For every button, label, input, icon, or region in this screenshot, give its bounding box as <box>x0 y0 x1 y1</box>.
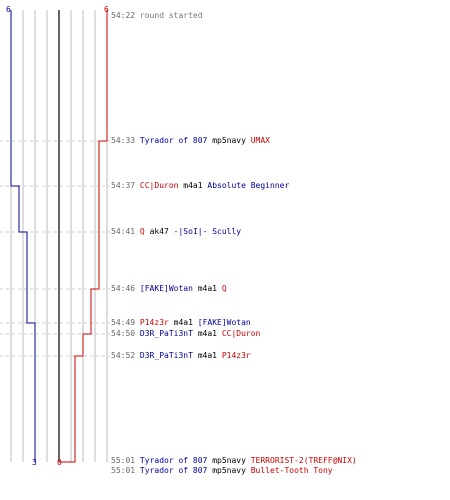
blue-team-alive-line <box>10 10 36 462</box>
weapon-name: ak47 <box>149 227 169 236</box>
victim-name: -|SoI|- Scully <box>173 227 242 236</box>
event-guide-lines <box>0 140 110 357</box>
event-time: 54:46 <box>111 284 136 293</box>
kill-event: 54:33 Tyrador of 807 mp5navy UMAX <box>111 136 270 146</box>
kill-event: 54:46 [FAKE]Wotan m4a1 Q <box>111 284 227 294</box>
blue-end-count: 3 <box>32 458 37 467</box>
kill-event: 55:01 Tyrador of 807 mp5navy TERRORIST-2… <box>111 456 357 466</box>
weapon-name: m4a1 <box>197 351 217 360</box>
event-time: 54:52 <box>111 351 136 360</box>
kill-event: 54:52 D3R_PaTi3nT m4a1 P14z3r <box>111 351 251 361</box>
event-time: 54:33 <box>111 136 136 145</box>
kill-event: 54:49 P14z3r m4a1 [FAKE]Wotan <box>111 318 251 328</box>
victim-name: Bullet-Tooth Tony <box>250 466 333 475</box>
killer-name: D3R_PaTi3nT <box>139 329 193 338</box>
victim-name: P14z3r <box>221 351 251 360</box>
killer-name: P14z3r <box>139 318 169 327</box>
victim-name: Absolute Beginner <box>207 181 290 190</box>
event-time: 55:01 <box>111 466 136 475</box>
killer-name: Tyrador of 807 <box>139 466 208 475</box>
weapon-name: mp5navy <box>212 136 246 145</box>
player-grid-lines <box>10 10 108 462</box>
red-start-count: 6 <box>104 5 109 14</box>
killer-name: CC|Duron <box>139 181 179 190</box>
kill-event: 54:37 CC|Duron m4a1 Absolute Beginner <box>111 181 289 191</box>
event-description: round started <box>139 11 203 20</box>
victim-name: [FAKE]Wotan <box>197 318 251 327</box>
victim-name: Q <box>221 284 227 293</box>
kill-event: 55:01 Tyrador of 807 mp5navy Bullet-Toot… <box>111 466 333 476</box>
red-end-count: 0 <box>57 458 62 467</box>
killer-name: D3R_PaTi3nT <box>139 351 193 360</box>
weapon-name: m4a1 <box>197 284 217 293</box>
event-time: 55:01 <box>111 456 136 465</box>
kill-event: 54:41 Q ak47 -|SoI|- Scully <box>111 227 241 237</box>
weapon-name: mp5navy <box>212 456 246 465</box>
event-time: 54:22 <box>111 11 136 20</box>
weapon-name: m4a1 <box>183 181 203 190</box>
event-time: 54:41 <box>111 227 136 236</box>
victim-name: TERRORIST-2(TREFF@NIX) <box>250 456 357 465</box>
kill-event: 54:50 D3R_PaTi3nT m4a1 CC|Duron <box>111 329 260 339</box>
event-time: 54:49 <box>111 318 136 327</box>
victim-name: CC|Duron <box>221 329 261 338</box>
blue-start-count: 6 <box>6 5 11 14</box>
killer-name: Tyrador of 807 <box>139 136 208 145</box>
killer-name: Tyrador of 807 <box>139 456 208 465</box>
red-team-alive-line <box>59 10 108 463</box>
weapon-name: m4a1 <box>173 318 193 327</box>
event-time: 54:37 <box>111 181 136 190</box>
weapon-name: mp5navy <box>212 466 246 475</box>
event-round-start: 54:22 round started <box>111 11 203 21</box>
killer-name: [FAKE]Wotan <box>139 284 193 293</box>
weapon-name: m4a1 <box>197 329 217 338</box>
killer-name: Q <box>139 227 145 236</box>
event-time: 54:50 <box>111 329 136 338</box>
victim-name: UMAX <box>250 136 270 145</box>
